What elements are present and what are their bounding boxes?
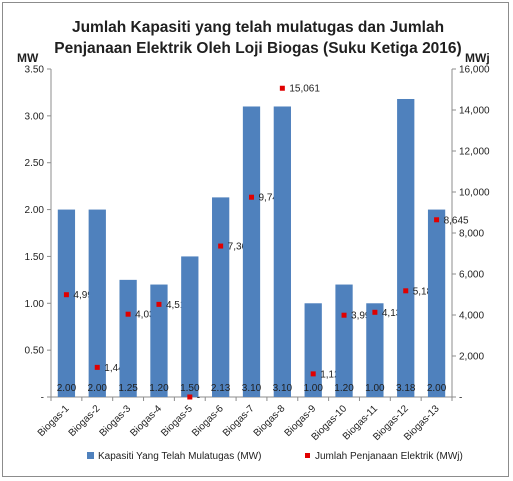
bar-value-label: 1.00	[303, 383, 323, 394]
bar-biogas-3	[119, 279, 137, 397]
bar-value-label: 3.18	[396, 383, 416, 394]
point-biogas-9	[310, 371, 316, 377]
y-right-tick-label: 4,000	[459, 311, 484, 322]
y-left-tick-label: 3.00	[25, 111, 45, 122]
point-biogas-2	[94, 364, 100, 370]
chart-frame: Jumlah Kapasiti yang telah mulatugas dan…	[2, 2, 509, 477]
point-biogas-10	[341, 312, 347, 318]
point-value-label: 4,990	[73, 290, 98, 301]
bar-biogas-6	[212, 197, 230, 397]
y-right-tick-label: 10,000	[459, 188, 490, 199]
category-label: Biogas-7	[221, 403, 257, 439]
category-label: Biogas-3	[98, 403, 134, 439]
point-biogas-13	[434, 217, 440, 223]
point-biogas-12	[403, 288, 409, 294]
legend-swatch-bar	[87, 452, 94, 459]
bar-biogas-7	[242, 106, 261, 397]
y-right-tick-label: 8,000	[459, 229, 484, 240]
point-value-label: -	[197, 393, 200, 404]
bar-biogas-5	[181, 256, 199, 397]
point-value-label: 1,128	[320, 369, 345, 380]
y-right-tick-label: 12,000	[459, 147, 490, 158]
plot-area: - 0.50 1.00 1.50 2.00 2.50 3.00 3.50 - 2,000 4,000…	[25, 65, 490, 443]
point-biogas-4	[156, 301, 162, 307]
y-right-tick-label: -	[459, 393, 462, 404]
point-value-label: 15,061	[289, 84, 320, 95]
legend-label-bar: Kapasiti Yang Telah Mulatugas (MW)	[98, 451, 261, 462]
bar-biogas-9	[304, 303, 322, 397]
bar-biogas-2	[88, 209, 106, 397]
bar-value-label: 1.25	[118, 383, 138, 394]
bar-value-label: 2.00	[427, 383, 447, 394]
point-value-label: 8,645	[444, 215, 469, 226]
y-left-tick-label: 3.50	[25, 65, 45, 76]
y-left-tick-label: 2.00	[25, 205, 45, 216]
legend-label-point: Jumlah Penjanaan Elektrik (MWj)	[315, 451, 463, 462]
point-biogas-6	[218, 243, 224, 249]
y-left-tick-label: 1.50	[25, 252, 45, 263]
bar-biogas-1	[57, 209, 76, 397]
point-value-label: 4,039	[135, 310, 160, 321]
chart-title-line1: Jumlah Kapasiti yang telah mulatugas dan…	[72, 19, 444, 36]
point-biogas-3	[125, 311, 131, 317]
legend-swatch-point	[305, 453, 310, 458]
y-left-tick-label: -	[41, 393, 44, 404]
bar-biogas-8	[273, 106, 291, 397]
point-value-label: 4,132	[382, 308, 407, 319]
y-left-tick-label: 1.00	[25, 299, 45, 310]
category-label: Biogas-5	[159, 403, 195, 439]
bar-biogas-13	[427, 209, 446, 397]
point-biogas-8	[279, 85, 285, 91]
category-label: Biogas-1	[36, 403, 72, 439]
category-label: Biogas-4	[128, 403, 164, 439]
point-value-label: 4,519	[166, 300, 191, 311]
bar-biogas-4	[150, 284, 168, 397]
point-value-label: 5,180	[413, 286, 438, 297]
category-label: Biogas-2	[67, 403, 103, 439]
bar-value-label: 2.13	[211, 383, 231, 394]
bar-value-label: 3.10	[242, 383, 262, 394]
point-value-label: 7,363	[228, 242, 253, 253]
bar-value-label: 2.00	[57, 383, 77, 394]
bar-value-label: 1.20	[334, 383, 354, 394]
bar-value-label: 1.00	[365, 383, 385, 394]
bar-value-label: 2.00	[88, 383, 108, 394]
bar-biogas-12	[397, 98, 415, 397]
point-value-label: 3,990	[351, 311, 376, 322]
bar-value-label: 3.10	[273, 383, 293, 394]
y-left-unit: MW	[17, 51, 39, 65]
point-value-label: 9,746	[259, 193, 284, 204]
y-right-tick-label: 14,000	[459, 106, 490, 117]
y-left-tick-label: 0.50	[25, 346, 45, 357]
point-biogas-7	[249, 194, 254, 200]
point-value-label: 1,446	[104, 363, 129, 374]
point-biogas-5	[187, 394, 193, 400]
point-biogas-11	[372, 309, 378, 315]
category-label: Biogas-8	[252, 403, 288, 439]
y-right-tick-label: 6,000	[459, 270, 484, 281]
y-right-unit: MWj	[465, 51, 490, 65]
y-right-tick-label: 2,000	[459, 352, 484, 363]
chart-svg: Jumlah Kapasiti yang telah mulatugas dan…	[17, 19, 490, 462]
bar-value-label: 1.50	[180, 383, 200, 394]
y-left-tick-label: 2.50	[25, 158, 45, 169]
y-right-tick-label: 16,000	[459, 65, 490, 76]
bar-value-label: 1.20	[149, 383, 169, 394]
bar-biogas-11	[366, 303, 384, 397]
chart-title-line2: Penjanaan Elektrik Oleh Loji Biogas (Suk…	[54, 40, 461, 57]
category-label: Biogas-6	[190, 403, 226, 439]
legend: Kapasiti Yang Telah Mulatugas (MW) Jumlah…	[87, 451, 463, 462]
point-biogas-1	[63, 292, 69, 298]
bar-biogas-10	[335, 284, 353, 397]
